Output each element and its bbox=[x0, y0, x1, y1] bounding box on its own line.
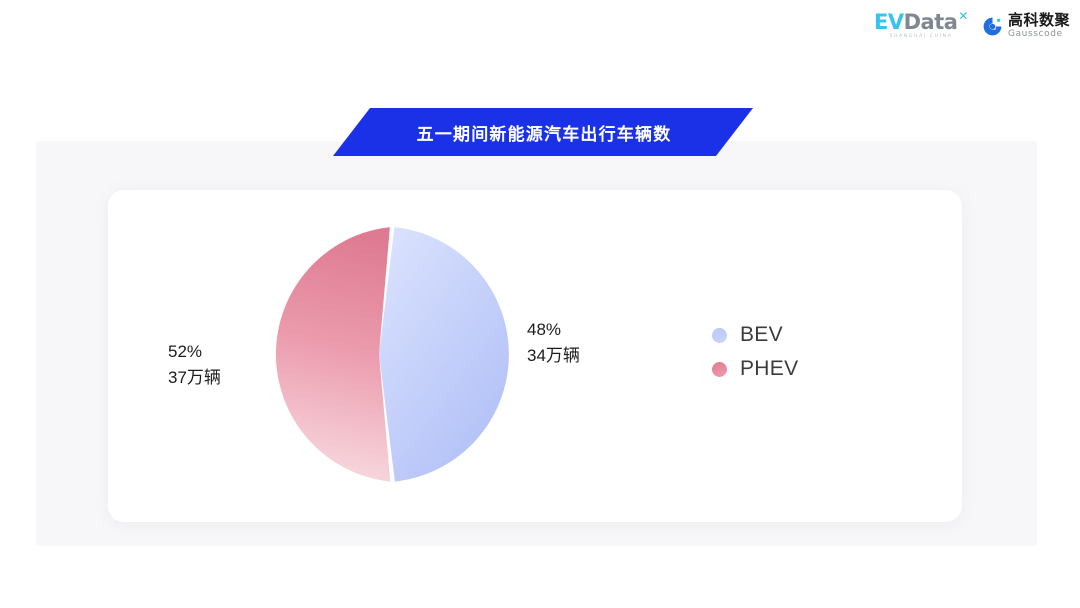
legend-dot-bev-icon bbox=[712, 327, 727, 343]
chart-legend: BEV PHEV bbox=[712, 322, 798, 382]
evdata-ev-text: EV bbox=[874, 10, 904, 35]
chart-card bbox=[108, 190, 962, 522]
gausscode-g-icon bbox=[983, 17, 1002, 35]
legend-dot-phev-icon bbox=[712, 361, 727, 377]
page-title: 五一期间新能源汽车出行车辆数 bbox=[416, 124, 672, 145]
chart-title-banner: 五一期间新能源汽车出行车辆数 bbox=[333, 108, 753, 156]
gausscode-name-cn: 高科数聚 bbox=[1007, 11, 1070, 29]
gausscode-text-block: 高科数聚 Gausscode bbox=[1008, 13, 1070, 39]
pie-label-bev-percent: 48% bbox=[527, 320, 562, 339]
pie-label-phev: 52% 37万辆 bbox=[168, 339, 221, 392]
evdata-tagline: shanghai china bbox=[889, 34, 953, 40]
evdata-data-text: Data bbox=[903, 10, 958, 35]
evdata-logo: EV Data ✕ shanghai china bbox=[874, 9, 968, 40]
gausscode-logo: 高科数聚 Gausscode bbox=[982, 13, 1070, 39]
pie-label-bev-count: 34万辆 bbox=[527, 346, 580, 366]
gausscode-name-en: Gausscode bbox=[1007, 29, 1063, 39]
pie-label-bev: 48% 34万辆 bbox=[527, 317, 580, 370]
evdata-wordmark: EV Data ✕ bbox=[874, 9, 968, 35]
pie-slice-phev bbox=[275, 227, 391, 482]
pie-label-phev-count: 37万辆 bbox=[168, 368, 221, 388]
legend-item-phev[interactable]: PHEV bbox=[712, 356, 798, 382]
legend-label-phev: PHEV bbox=[740, 357, 799, 380]
pie-slice-bev bbox=[379, 227, 509, 482]
evdata-x-icon: ✕ bbox=[958, 9, 968, 24]
legend-item-bev[interactable]: BEV bbox=[712, 322, 798, 348]
pie-label-phev-percent: 52% bbox=[168, 342, 203, 361]
pie-chart bbox=[275, 227, 509, 482]
brand-bar: EV Data ✕ shanghai china 高科数聚 Gausscode bbox=[874, 9, 1070, 43]
legend-label-bev: BEV bbox=[740, 323, 783, 346]
